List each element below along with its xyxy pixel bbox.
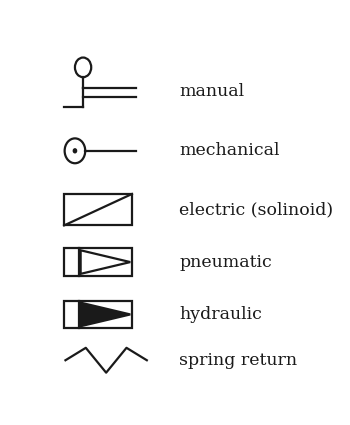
Text: mechanical: mechanical xyxy=(179,142,280,159)
Text: manual: manual xyxy=(179,83,245,100)
Bar xyxy=(64,194,132,225)
Polygon shape xyxy=(80,303,130,326)
Bar xyxy=(64,301,132,328)
Text: spring return: spring return xyxy=(179,352,298,369)
Bar xyxy=(64,248,132,276)
Circle shape xyxy=(73,149,77,153)
Text: hydraulic: hydraulic xyxy=(179,306,262,323)
Text: pneumatic: pneumatic xyxy=(179,254,272,271)
Text: electric (solinoid): electric (solinoid) xyxy=(179,201,334,218)
